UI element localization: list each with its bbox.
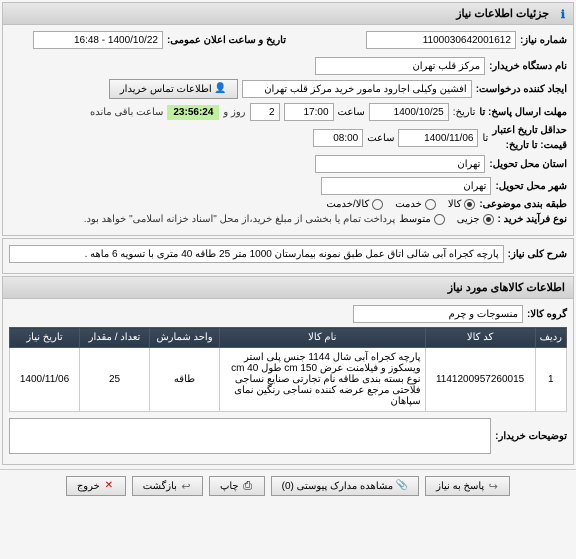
buyer-label: نام دستگاه خریدار:	[489, 61, 567, 72]
requester-label: ایجاد کننده درخواست:	[476, 84, 567, 95]
group-label: گروه کالا:	[527, 309, 567, 320]
back-icon	[180, 480, 192, 492]
col-name: نام کالا	[220, 328, 426, 348]
close-icon	[103, 480, 115, 492]
need-no-label: شماره نیاز:	[520, 35, 567, 46]
radio-khedmat[interactable]: خدمت	[395, 199, 436, 210]
footer-buttons: پاسخ به نیاز مشاهده مدارک پیوستی (0) چاپ…	[0, 469, 576, 502]
buyer-desc-box	[9, 418, 491, 454]
group-value: منسوجات و چرم	[353, 305, 523, 323]
validity-time: 08:00	[313, 129, 363, 147]
cell-unit: طاقه	[150, 348, 220, 412]
radio-both[interactable]: کالا/خدمت	[326, 199, 383, 210]
ostan-value: تهران	[315, 155, 485, 173]
validity-label2: قیمت: تا تاریخ:	[492, 140, 567, 151]
cell-radif: 1	[535, 348, 566, 412]
need-summary-panel: شرح کلی نیاز: پارچه کجراه آبی شالی اتاق …	[2, 238, 574, 274]
buyer-desc-label: توضیحات خریدار:	[495, 431, 567, 442]
reply-button[interactable]: پاسخ به نیاز	[425, 476, 510, 496]
pub-date-label: تاریخ و ساعت اعلان عمومی:	[167, 35, 286, 46]
radio-medium[interactable]: متوسط	[399, 214, 444, 225]
validity-label1: حداقل تاریخ اعتبار	[492, 125, 567, 136]
validity-date: 1400/11/06	[398, 129, 478, 147]
deadline-time: 17:00	[284, 103, 334, 121]
city-label: شهر محل تحویل:	[495, 181, 567, 192]
need-details-panel: جزئیات اطلاعات نیاز شماره نیاز: 11000306…	[2, 2, 574, 236]
col-unit: واحد شمارش	[150, 328, 220, 348]
deadline-label: مهلت ارسال پاسخ: تا	[479, 107, 567, 118]
summary-label: شرح کلی نیاز:	[508, 249, 567, 260]
col-radif: ردیف	[535, 328, 566, 348]
panel-title: جزئیات اطلاعات نیاز	[456, 7, 549, 20]
radio-partial[interactable]: جزیی	[457, 214, 494, 225]
reply-icon	[487, 480, 499, 492]
ostan-label: استان محل تحویل:	[489, 159, 567, 170]
pub-date-value: 1400/10/22 - 16:48	[33, 31, 163, 49]
radio-kala[interactable]: کالا	[448, 199, 476, 210]
info-icon	[553, 8, 565, 20]
col-qty: تعداد / مقدار	[80, 328, 150, 348]
cell-code: 1141200957260015	[425, 348, 535, 412]
items-title: اطلاعات کالاهای مورد نیاز	[448, 281, 565, 294]
cell-date: 1400/11/06	[10, 348, 80, 412]
requester-value: افشین وکیلی اجارود مامور خرید مرکز قلب ت…	[242, 80, 472, 98]
contact-button[interactable]: اطلاعات تماس خریدار	[109, 79, 238, 99]
need-no-value: 1100030642001612	[366, 31, 516, 49]
items-panel: اطلاعات کالاهای مورد نیاز گروه کالا: منس…	[2, 276, 574, 465]
payment-note: پرداخت تمام یا بخشی از مبلغ خرید،از محل …	[84, 214, 396, 225]
col-date: تاریخ نیاز	[10, 328, 80, 348]
contact-icon	[215, 83, 227, 95]
process-label: نوع فرآیند خرید :	[498, 214, 567, 225]
cell-qty: 25	[80, 348, 150, 412]
class-radio-group: کالا خدمت کالا/خدمت	[326, 199, 475, 210]
back-button[interactable]: بازگشت	[132, 476, 203, 496]
city-value: تهران	[321, 177, 491, 195]
attach-icon	[396, 480, 408, 492]
deadline-date: 1400/10/25	[369, 103, 449, 121]
panel-header: جزئیات اطلاعات نیاز	[3, 3, 573, 25]
items-header: اطلاعات کالاهای مورد نیاز	[3, 277, 573, 299]
items-table: ردیف کد کالا نام کالا واحد شمارش تعداد /…	[9, 327, 567, 412]
summary-text: پارچه کجراه آبی شالی اتاق عمل طبق نمونه …	[9, 245, 504, 263]
class-label: طبقه بندی موضوعی:	[479, 199, 567, 210]
table-row: 1 1141200957260015 پارچه کجراه آبی شال 1…	[10, 348, 567, 412]
contact-label: اطلاعات تماس خریدار	[120, 84, 212, 95]
table-header-row: ردیف کد کالا نام کالا واحد شمارش تعداد /…	[10, 328, 567, 348]
cell-name: پارچه کجراه آبی شال 1144 جنس پلی استر وی…	[220, 348, 426, 412]
buyer-value: مرکز قلب تهران	[315, 57, 485, 75]
countdown: 23:56:24	[167, 105, 219, 120]
attachments-button[interactable]: مشاهده مدارک پیوستی (0)	[271, 476, 420, 496]
print-icon	[242, 480, 254, 492]
process-radio-group: جزیی متوسط	[399, 214, 493, 225]
exit-button[interactable]: خروج	[66, 476, 126, 496]
days-remaining: 2	[250, 103, 280, 121]
print-button[interactable]: چاپ	[209, 476, 265, 496]
col-code: کد کالا	[425, 328, 535, 348]
